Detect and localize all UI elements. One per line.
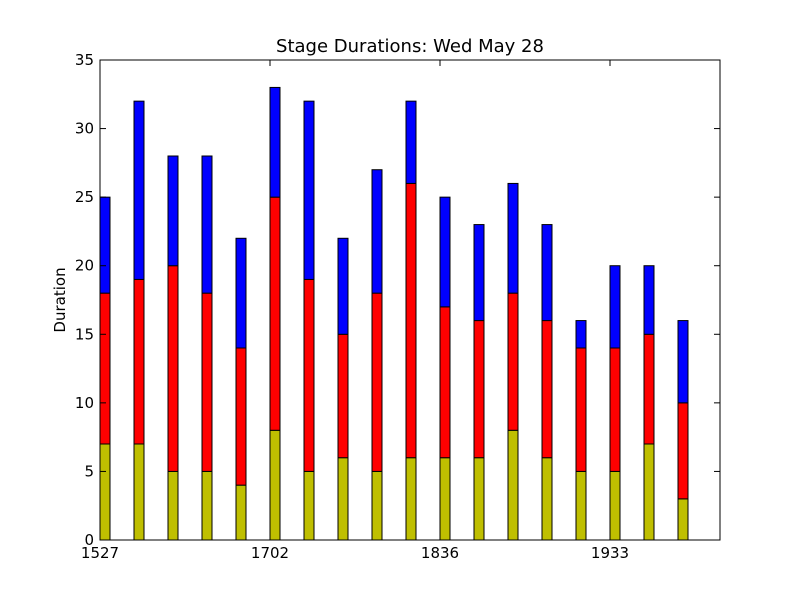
bar-segment-1-0 [133, 443, 145, 541]
bar-segment-4-0 [235, 484, 247, 541]
bar-segment-10-1 [439, 306, 451, 459]
bar-segment-5-2 [269, 86, 281, 198]
ticks-layer: 0 5 10 15 20 25 30 35 1527 1702 1836 1933 [75, 51, 720, 562]
bar-segment-8-2 [371, 169, 383, 294]
bar-segment-0-1 [99, 292, 111, 445]
bar-segment-3-0 [201, 470, 213, 541]
bar-segment-16-0 [643, 443, 655, 541]
bar-segment-6-1 [303, 278, 315, 472]
y-tick-label-25: 25 [75, 188, 94, 206]
bar-segment-11-0 [473, 457, 485, 541]
bar-segment-13-2 [541, 224, 553, 322]
bar-segment-7-2 [337, 237, 349, 335]
bar-segment-7-0 [337, 457, 349, 541]
bar-segment-12-2 [507, 182, 519, 294]
bar-segment-2-1 [167, 265, 179, 472]
bar-segment-17-2 [677, 320, 689, 404]
bar-segment-14-2 [575, 320, 587, 349]
bar-segment-2-0 [167, 470, 179, 541]
bar-segment-6-2 [303, 100, 315, 280]
bar-segment-11-1 [473, 320, 485, 459]
bar-segment-17-1 [677, 402, 689, 500]
bars-layer [99, 86, 689, 541]
bar-segment-7-1 [337, 333, 349, 459]
y-axis-label: Duration [51, 267, 69, 332]
y-tick-label-35: 35 [75, 51, 94, 69]
x-tick-label-1933: 1933 [591, 544, 629, 562]
y-tick-label-30: 30 [75, 120, 94, 138]
bar-segment-16-1 [643, 333, 655, 445]
bar-segment-17-0 [677, 498, 689, 541]
bar-segment-12-0 [507, 429, 519, 541]
bar-segment-15-2 [609, 265, 621, 349]
y-tick-label-10: 10 [75, 394, 94, 412]
bar-segment-6-0 [303, 470, 315, 541]
bar-segment-0-0 [99, 443, 111, 541]
bar-segment-16-2 [643, 265, 655, 335]
bar-segment-12-1 [507, 292, 519, 431]
y-tick-label-15: 15 [75, 325, 94, 343]
bar-segment-8-0 [371, 470, 383, 541]
x-tick-label-1702: 1702 [251, 544, 289, 562]
bar-segment-4-2 [235, 237, 247, 349]
bar-segment-14-0 [575, 470, 587, 541]
bar-segment-9-0 [405, 457, 417, 541]
bar-segment-3-2 [201, 155, 213, 294]
bar-segment-13-0 [541, 457, 553, 541]
bar-segment-10-0 [439, 457, 451, 541]
y-tick-label-20: 20 [75, 257, 94, 275]
x-tick-label-1836: 1836 [421, 544, 459, 562]
bar-segment-9-2 [405, 100, 417, 184]
y-tick-label-0: 0 [84, 531, 94, 549]
y-tick-label-5: 5 [84, 462, 94, 480]
bar-segment-2-2 [167, 155, 179, 267]
bar-segment-10-2 [439, 196, 451, 308]
bar-segment-5-0 [269, 429, 281, 541]
chart-title: Stage Durations: Wed May 28 [276, 36, 544, 57]
bar-segment-8-1 [371, 292, 383, 472]
bar-segment-15-1 [609, 347, 621, 472]
bar-segment-9-1 [405, 182, 417, 459]
bar-segment-4-1 [235, 347, 247, 486]
bar-segment-3-1 [201, 292, 213, 472]
axes-frame [99, 59, 721, 541]
bar-segment-1-2 [133, 100, 145, 280]
bar-segment-14-1 [575, 347, 587, 472]
bar-segment-15-0 [609, 470, 621, 541]
bar-segment-1-1 [133, 278, 145, 445]
bar-segment-11-2 [473, 224, 485, 322]
bar-segment-13-1 [541, 320, 553, 459]
x-tick-label-1527: 1527 [81, 544, 119, 562]
bar-segment-5-1 [269, 196, 281, 431]
bar-segment-0-2 [99, 196, 111, 294]
